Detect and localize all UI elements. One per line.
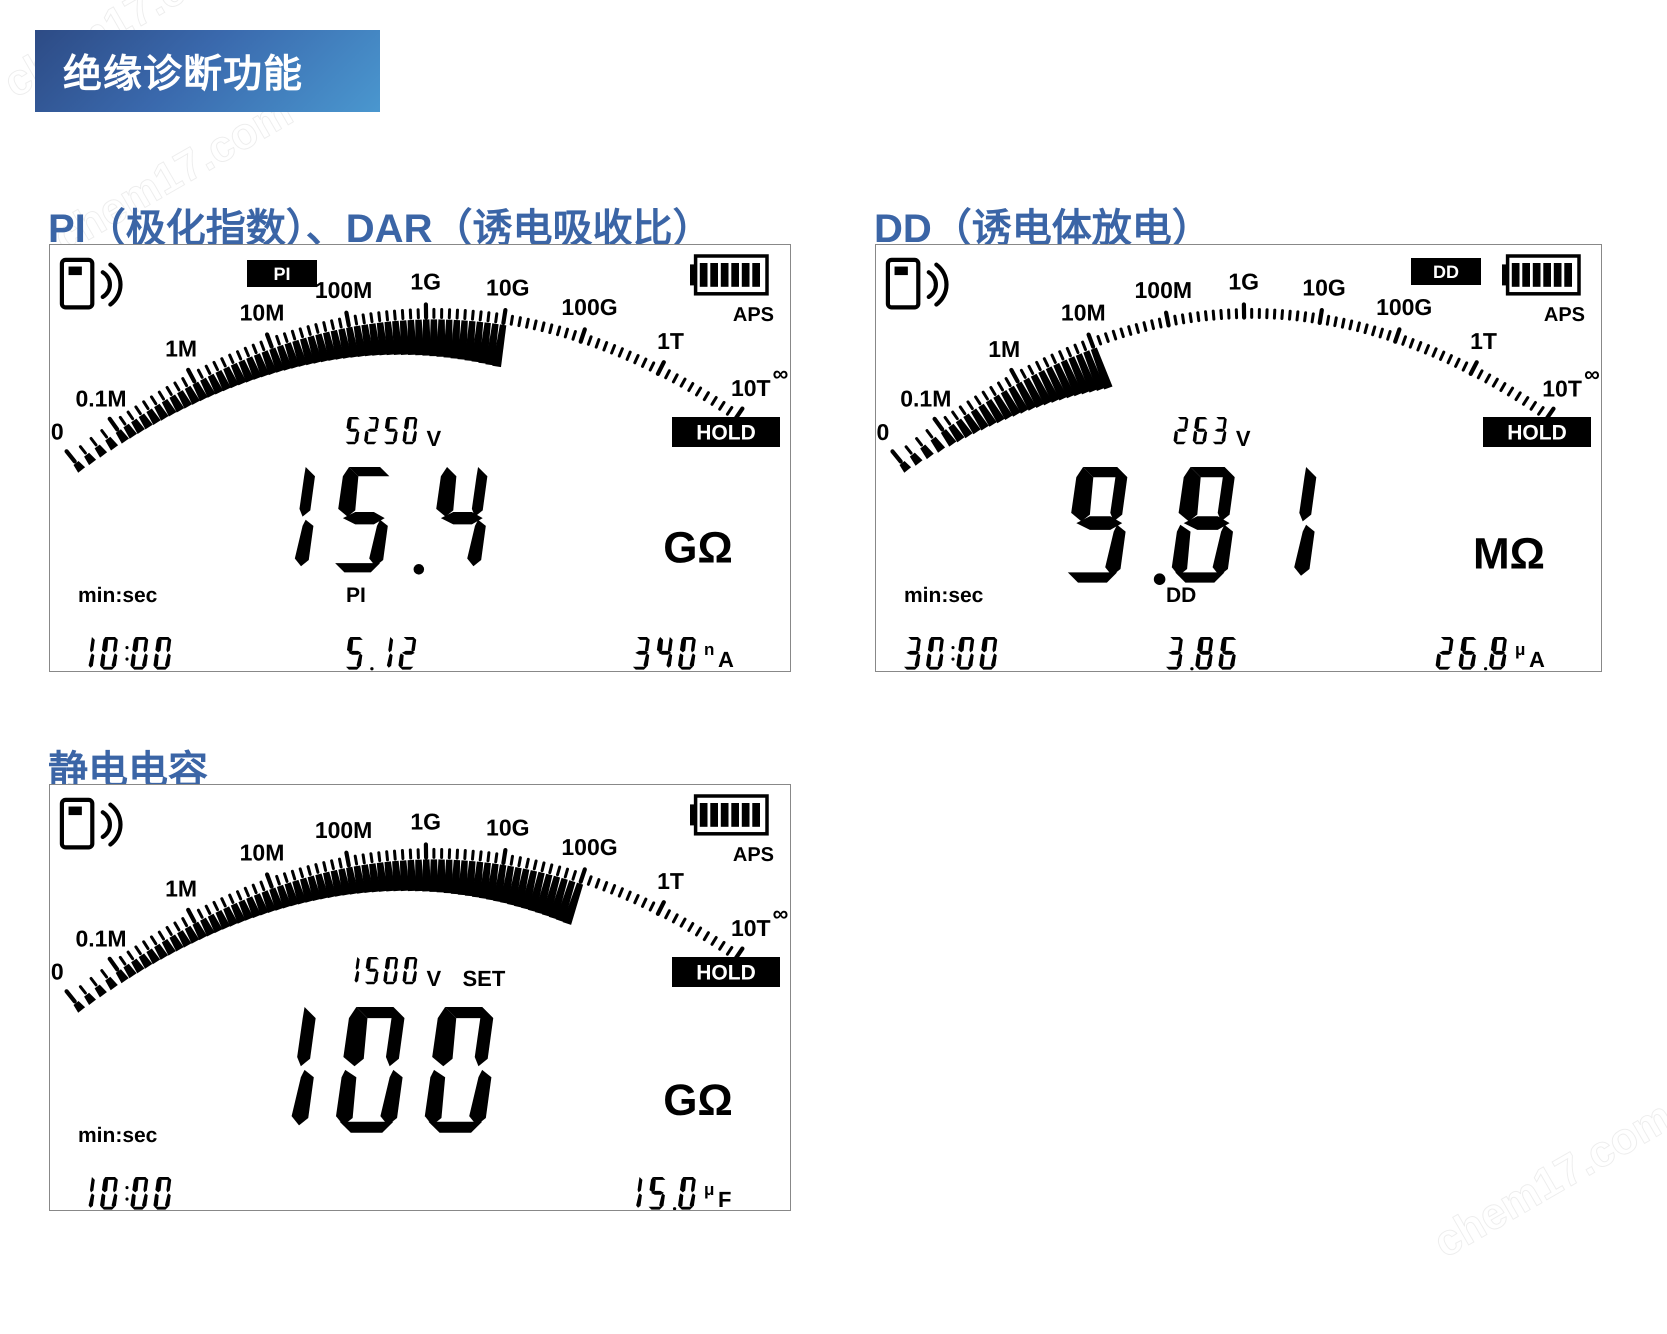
svg-text:1M: 1M <box>165 876 197 902</box>
svg-text:A: A <box>718 647 734 671</box>
svg-text:SET: SET <box>463 966 506 991</box>
svg-text:HOLD: HOLD <box>696 422 756 445</box>
svg-text:V: V <box>427 426 442 451</box>
svg-text:∞: ∞ <box>773 361 789 386</box>
svg-text:V: V <box>427 966 442 991</box>
svg-text:100G: 100G <box>561 294 617 320</box>
svg-text:1T: 1T <box>657 328 684 354</box>
svg-text:PI: PI <box>273 264 290 284</box>
svg-text:APS: APS <box>733 304 774 326</box>
svg-text:10T: 10T <box>1542 375 1582 401</box>
svg-text:1G: 1G <box>410 269 441 295</box>
svg-text:100M: 100M <box>315 277 373 303</box>
svg-text:DD: DD <box>1166 584 1196 607</box>
svg-text:100M: 100M <box>1135 277 1193 303</box>
svg-text:0.1M: 0.1M <box>75 926 126 952</box>
svg-text:DD: DD <box>1433 262 1459 282</box>
svg-text:0.1M: 0.1M <box>900 386 951 412</box>
svg-text:1M: 1M <box>165 336 197 362</box>
svg-text:10M: 10M <box>240 299 285 325</box>
svg-text:10T: 10T <box>731 375 771 401</box>
svg-text:HOLD: HOLD <box>696 962 756 985</box>
svg-text:1G: 1G <box>1228 269 1259 295</box>
svg-text:1T: 1T <box>1470 328 1497 354</box>
svg-text:0.1M: 0.1M <box>75 386 126 412</box>
svg-text:0: 0 <box>51 419 64 445</box>
svg-text:100G: 100G <box>1376 294 1432 320</box>
svg-text:100M: 100M <box>315 817 373 843</box>
svg-text:1G: 1G <box>410 809 441 835</box>
svg-text:min:sec: min:sec <box>78 584 158 607</box>
svg-text:GΩ: GΩ <box>663 1076 733 1125</box>
svg-text:1M: 1M <box>988 336 1020 362</box>
svg-text:1T: 1T <box>657 868 684 894</box>
svg-text:F: F <box>718 1187 731 1210</box>
svg-text:∞: ∞ <box>1584 361 1600 386</box>
svg-text:APS: APS <box>733 844 774 866</box>
svg-text:V: V <box>1236 426 1251 451</box>
svg-text:n: n <box>704 640 714 659</box>
svg-text:∞: ∞ <box>773 901 789 926</box>
svg-text:GΩ: GΩ <box>663 523 733 572</box>
svg-text:100G: 100G <box>561 834 617 860</box>
svg-text:min:sec: min:sec <box>904 584 984 607</box>
svg-text:0: 0 <box>51 959 64 985</box>
svg-text:10M: 10M <box>240 839 285 865</box>
svg-text:μ: μ <box>1515 640 1525 659</box>
svg-text:0: 0 <box>877 419 890 445</box>
svg-text:A: A <box>1529 647 1545 671</box>
svg-text:10M: 10M <box>1061 300 1106 326</box>
svg-text:μ: μ <box>704 1180 714 1199</box>
svg-text:10G: 10G <box>486 274 529 300</box>
svg-text:HOLD: HOLD <box>1507 422 1567 445</box>
svg-text:min:sec: min:sec <box>78 1124 158 1147</box>
svg-text:PI: PI <box>346 584 366 607</box>
svg-text:MΩ: MΩ <box>1473 530 1545 579</box>
svg-text:10G: 10G <box>486 814 529 840</box>
svg-text:10T: 10T <box>731 915 771 941</box>
svg-text:10G: 10G <box>1302 274 1345 300</box>
svg-text:APS: APS <box>1544 304 1585 326</box>
